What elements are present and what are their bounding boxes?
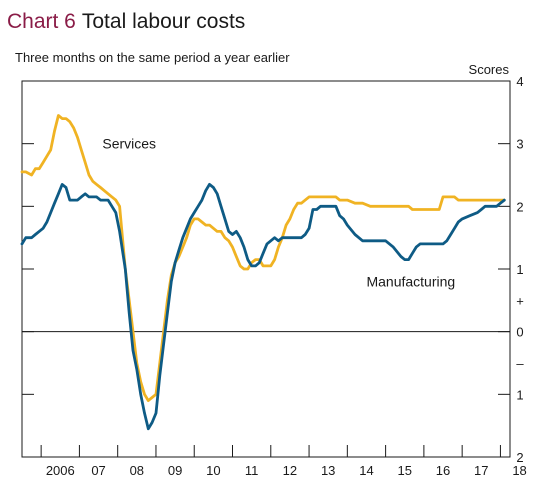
y-tick-label: 1 bbox=[516, 387, 523, 402]
y-tick-label: 2 bbox=[516, 199, 523, 214]
x-axis-ticks: 2006 07 08 09 10 11 12 13 14 15 16 17 18 bbox=[40, 445, 527, 478]
x-tick-label: 15 bbox=[398, 463, 412, 478]
series-lines bbox=[20, 114, 506, 431]
y-axis-ticks: 2 1 – 0 +1 2 3 4 bbox=[22, 74, 524, 465]
x-tick-label: 17 bbox=[474, 463, 488, 478]
y-tick-label: – bbox=[516, 356, 524, 371]
x-tick-label: 11 bbox=[245, 463, 259, 478]
x-tick-label: 08 bbox=[130, 463, 144, 478]
y-tick-label: 1 bbox=[516, 262, 523, 277]
y-tick-label: 0 bbox=[516, 325, 523, 340]
annotation-services: Services bbox=[102, 136, 156, 152]
x-tick-label: 18 bbox=[512, 463, 526, 478]
chart-subtitle: Three months on the same period a year e… bbox=[15, 50, 290, 65]
y-tick-label: + bbox=[516, 293, 524, 308]
x-tick-label: 07 bbox=[91, 463, 105, 478]
series-line-manufacturing bbox=[20, 182, 506, 431]
series-line-services bbox=[20, 114, 506, 403]
x-tick-label: 13 bbox=[321, 463, 335, 478]
y-axis-label: Scores bbox=[469, 62, 510, 77]
chart-number: Chart 6 bbox=[7, 10, 76, 33]
x-tick-label: 10 bbox=[206, 463, 220, 478]
annotation-manufacturing: Manufacturing bbox=[366, 274, 455, 290]
chart-title: Chart 6 Total labour costs bbox=[7, 10, 245, 33]
y-tick-label: 3 bbox=[516, 137, 523, 152]
x-tick-label: 14 bbox=[359, 463, 373, 478]
x-tick-label: 12 bbox=[283, 463, 297, 478]
annotations: Services Manufacturing bbox=[102, 136, 455, 290]
x-tick-label: 09 bbox=[168, 463, 182, 478]
x-tick-label: 2006 bbox=[46, 463, 75, 478]
plot-frame bbox=[21, 80, 511, 458]
x-tick-label: 16 bbox=[436, 463, 450, 478]
y-tick-label: 4 bbox=[516, 74, 523, 89]
y-tick-label: 2 bbox=[516, 450, 523, 465]
chart-title-text: Total labour costs bbox=[82, 10, 245, 33]
